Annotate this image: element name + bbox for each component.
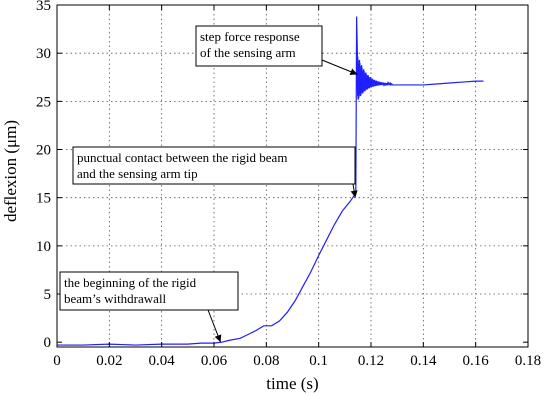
x-tick-label: 0.08 [253, 353, 279, 369]
x-axis-label: time (s) [266, 374, 318, 393]
annotation-text: punctual contact between the rigid beam [77, 150, 287, 165]
x-tick-label: 0.14 [410, 353, 437, 369]
annotation-arrowhead [214, 334, 222, 343]
deflexion-line [57, 16, 484, 346]
x-tick-label: 0.18 [515, 353, 541, 369]
y-tick-label: 15 [36, 191, 51, 207]
x-tick-label: 0.16 [463, 353, 490, 369]
series-layer [57, 16, 484, 346]
x-tick-label: 0 [53, 353, 61, 369]
y-tick-label: 35 [36, 0, 51, 14]
annotation-text: the beginning of the rigid [64, 275, 197, 290]
ticks: 0 0.02 0.04 0.06 0.08 0.1 0.12 0.14 0.16 0.18 0 5 10… [36, 0, 541, 369]
annotation-arrowhead [349, 68, 358, 75]
annotation-box [195, 25, 323, 67]
x-tick-label: 0.06 [201, 353, 228, 369]
x-tick-label: 0.04 [149, 353, 176, 369]
annotation-box [59, 271, 239, 311]
x-tick-label: 0.12 [358, 353, 384, 369]
y-tick-label: 0 [44, 335, 52, 351]
y-tick-label: 10 [36, 239, 51, 255]
x-tick-label: 0.02 [96, 353, 122, 369]
y-tick-label: 20 [36, 143, 51, 159]
y-tick-label: 25 [36, 94, 51, 110]
y-axis-label: deflexion (μm) [1, 120, 20, 222]
annotation-arrowhead [350, 190, 358, 198]
annotation-text: beam’s withdrawall [64, 291, 167, 306]
plot-frame [56, 4, 529, 348]
y-tick-label: 30 [36, 46, 51, 62]
annotation-box [72, 146, 356, 185]
x-tick-label: 0.1 [309, 353, 328, 369]
annotation-text: of the sensing arm [200, 45, 296, 60]
annotation-text: step force response [200, 29, 300, 44]
annotation-text: and the sensing arm tip [77, 166, 198, 181]
y-tick-label: 5 [44, 287, 52, 303]
annotation: punctual contact between the rigid beama… [72, 146, 358, 198]
